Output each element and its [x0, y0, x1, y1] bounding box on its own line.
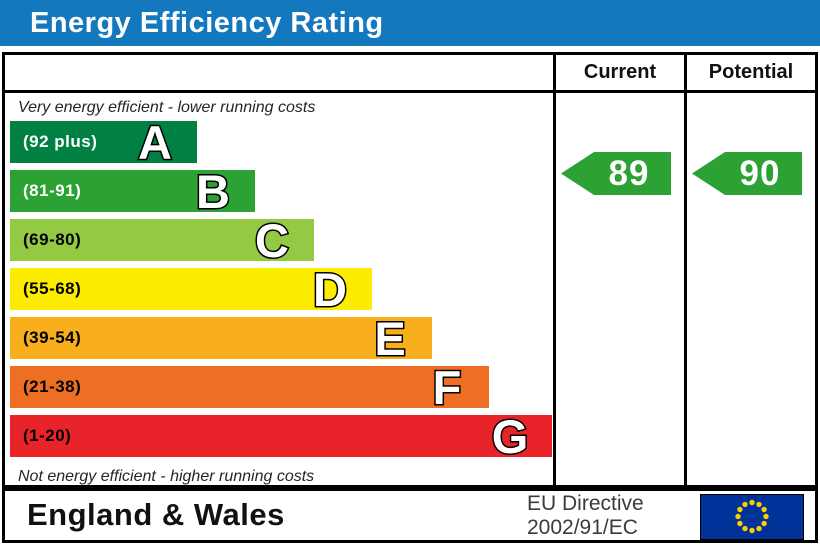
band-e-range: (39-54) [23, 328, 82, 347]
band-d: (55-68) D [10, 268, 372, 310]
band-d-range: (55-68) [23, 279, 82, 298]
band-g: (1-20) G [10, 415, 552, 457]
region-label: England & Wales [27, 497, 285, 532]
band-e-letter: E [373, 317, 407, 359]
svg-text:C: C [255, 219, 289, 261]
current-column-header: Current [553, 55, 684, 90]
svg-text:A: A [138, 121, 172, 163]
table-body-row: Very energy efficient - lower running co… [5, 93, 815, 485]
bands-area: Very energy efficient - lower running co… [5, 93, 553, 485]
band-a: (92 plus) A [10, 121, 197, 163]
current-value-cell: 89 [553, 93, 684, 485]
svg-text:B: B [196, 170, 230, 212]
current-rating-arrow: 89 [561, 152, 671, 195]
top-note: Very energy efficient - lower running co… [18, 99, 316, 116]
band-a-range: (92 plus) [23, 132, 98, 151]
svg-text:F: F [433, 366, 462, 408]
band-d-letter: D [312, 268, 349, 310]
potential-column-header: Potential [684, 55, 815, 90]
page-title: Energy Efficiency Rating [30, 7, 384, 39]
band-b-range: (81-91) [23, 181, 82, 200]
eu-directive-line1: EU Directive [527, 492, 644, 515]
band-a-letter: A [137, 121, 174, 163]
eu-directive-line2: 2002/91/EC [527, 516, 638, 539]
eu-flag-icon [700, 494, 804, 540]
band-f: (21-38) F [10, 366, 489, 408]
potential-value-cell: 90 [684, 93, 815, 485]
band-f-letter: F [431, 366, 463, 408]
potential-rating-arrow: 90 [692, 152, 802, 195]
band-c-range: (69-80) [23, 230, 82, 249]
band-b-letter: B [195, 170, 232, 212]
potential-rating-value: 90 [739, 153, 781, 193]
svg-text:D: D [313, 268, 347, 310]
eu-directive-label: EU Directive 2002/91/EC [527, 492, 644, 540]
title-bar: Energy Efficiency Rating [0, 0, 820, 46]
header-empty-cell [5, 55, 553, 90]
band-e: (39-54) E [10, 317, 432, 359]
rating-bands: (92 plus) A (81-91) B (69-80) [10, 121, 553, 457]
svg-text:E: E [374, 317, 405, 359]
table-header-row: Current Potential [5, 55, 815, 93]
band-g-letter: G [490, 415, 530, 457]
band-c: (69-80) C [10, 219, 314, 261]
svg-text:G: G [492, 415, 529, 457]
rating-table: Current Potential Very energy efficient … [2, 52, 818, 488]
band-g-range: (1-20) [23, 426, 72, 445]
band-b: (81-91) B [10, 170, 255, 212]
band-f-range: (21-38) [23, 377, 82, 396]
bottom-note: Not energy efficient - higher running co… [18, 468, 315, 485]
current-rating-value: 89 [608, 153, 650, 193]
band-c-letter: C [254, 219, 291, 261]
footer-bar: England & Wales EU Directive 2002/91/EC [2, 488, 818, 543]
